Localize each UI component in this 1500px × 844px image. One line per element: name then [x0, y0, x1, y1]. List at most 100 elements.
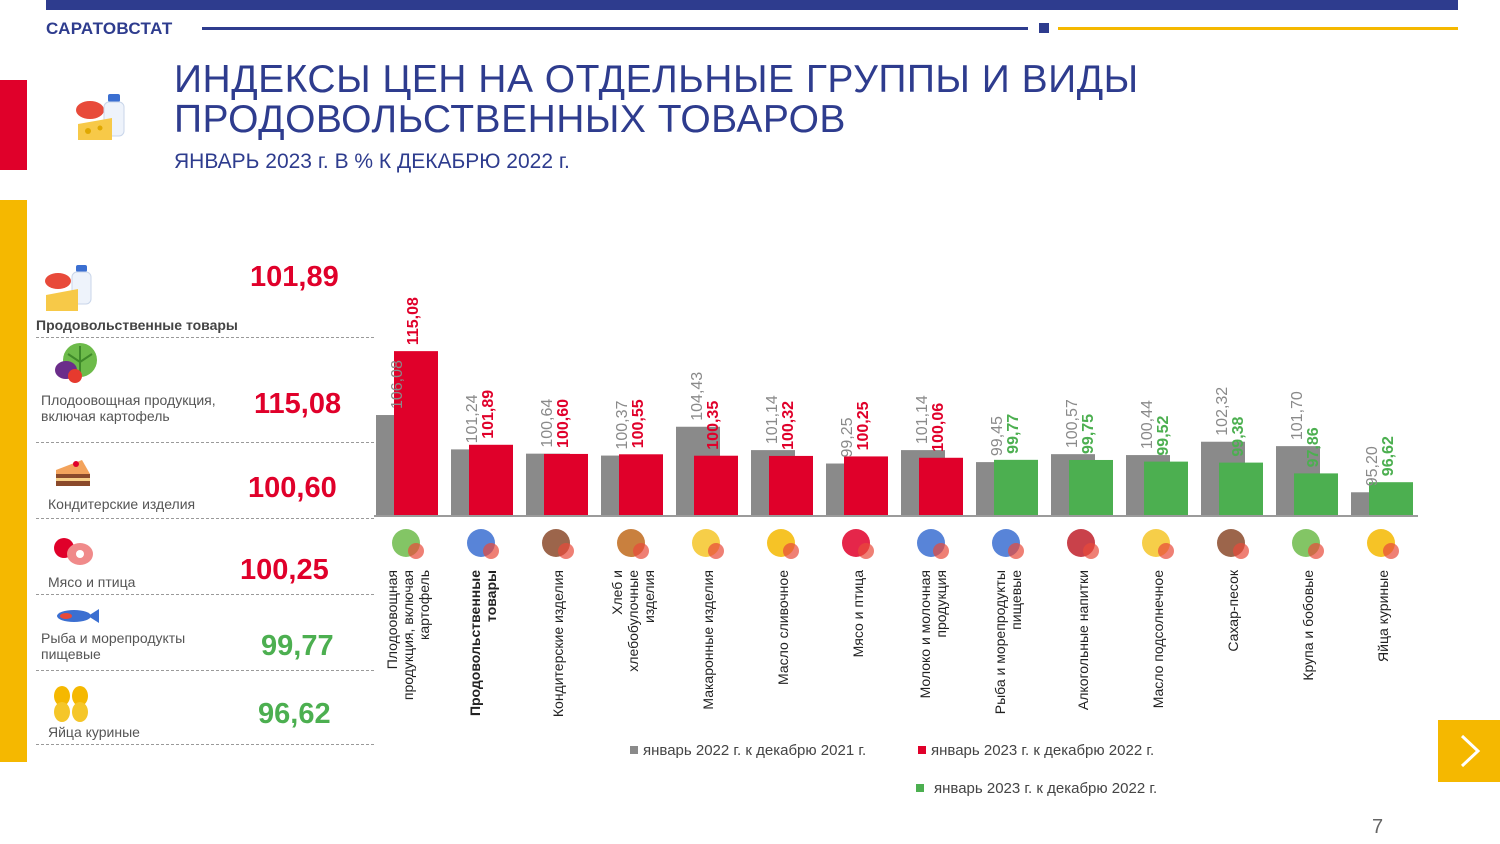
vegetables-icon	[55, 343, 97, 383]
panel-label: Мясо и птица	[48, 574, 136, 590]
oil-icon	[1142, 529, 1174, 559]
data-label-2022: 101,70	[1289, 391, 1306, 440]
milk-icon	[917, 529, 949, 559]
data-label-2023: 97,86	[1305, 427, 1322, 467]
category-label: Рыба и морепродукты пищевые	[992, 570, 1024, 714]
legend-item-2022: январь 2022 г. к декабрю 2021 г.	[630, 742, 866, 759]
category-label-line: продукция, включая	[400, 570, 416, 700]
data-label-2022: 100,57	[1064, 399, 1081, 448]
eggs-icon	[1367, 529, 1399, 559]
data-label-2022: 104,43	[689, 372, 706, 421]
data-label-2023: 101,89	[480, 390, 497, 439]
category-label: Макаронные изделия	[700, 570, 716, 710]
fish-icon	[57, 609, 99, 623]
data-label-2023: 100,60	[555, 399, 572, 448]
category-label-line: пищевые	[1008, 570, 1024, 630]
beans-icon	[1292, 529, 1324, 559]
sugar-icon	[1217, 529, 1249, 559]
legend-label: январь 2022 г. к декабрю 2021 г.	[643, 742, 867, 759]
panel-value: 115,08	[254, 388, 342, 420]
category-label: Хлеб и хлебобулочные изделия	[609, 570, 657, 672]
panel-value: 100,25	[240, 554, 329, 586]
top-accent-bar	[46, 0, 1458, 10]
category-label: Плодоовощная продукция, включая картофель	[384, 570, 432, 700]
category-label-line: Яйца куриные	[1375, 570, 1391, 662]
data-label-2023: 100,55	[630, 399, 647, 448]
category-label: Крупа и бобовые	[1300, 570, 1316, 681]
meat-icon	[54, 538, 93, 565]
data-label-2022: 100,64	[539, 399, 556, 448]
panel-label: Яйца куриные	[48, 724, 140, 740]
data-label-2023: 99,38	[1230, 416, 1247, 456]
category-label-line: Сахар-песок	[1225, 569, 1241, 651]
category-label-line: картофель	[416, 570, 432, 640]
next-slide-button[interactable]	[1438, 720, 1500, 782]
page-number: 7	[1372, 816, 1384, 838]
bar-2023	[994, 459, 1038, 515]
side-accent-yellow	[0, 200, 27, 762]
fish-icon	[992, 529, 1024, 559]
butter-icon	[767, 529, 799, 559]
panel-divider	[36, 337, 374, 338]
panel-value: 100,60	[248, 472, 337, 504]
legend-label: январь 2023 г. к декабрю 2022 г.	[934, 780, 1158, 797]
chevron-right-icon	[1460, 734, 1481, 768]
data-label-2023: 100,35	[705, 401, 722, 450]
cake-icon	[56, 460, 90, 486]
bar-2023	[619, 454, 663, 515]
bar-2023	[1369, 482, 1413, 515]
category-label-line: товары	[483, 570, 499, 622]
panel-divider	[36, 442, 374, 443]
bar-2023	[769, 455, 813, 515]
category-label: Масло подсолнечное	[1150, 570, 1166, 709]
category-label-line: Плодоовощная	[384, 570, 400, 669]
category-label-line: Крупа и бобовые	[1300, 570, 1316, 681]
vegetables-icon	[392, 529, 424, 559]
header-divider-blue	[202, 27, 1028, 30]
legend-swatch	[916, 784, 924, 792]
panel-item-vegetables: Плодоовощная продукция, включая картофел…	[36, 340, 374, 443]
data-label-2023: 99,75	[1080, 414, 1097, 454]
bar-2023	[919, 457, 963, 515]
category-label-line: хлебобулочные	[625, 570, 641, 672]
data-label-2022: 99,45	[989, 416, 1006, 456]
category-label-line: Рыба и морепродукты	[992, 570, 1008, 714]
data-label-2022: 99,25	[839, 417, 856, 457]
category-label: Продовольственные товары	[467, 570, 499, 716]
category-label-line: Кондитерские изделия	[550, 570, 566, 717]
panel-divider	[36, 518, 374, 519]
data-label-2022: 106,08	[389, 360, 406, 409]
category-label-line: продукция	[933, 570, 949, 638]
data-label-2023: 99,52	[1155, 415, 1172, 455]
bar-2023	[394, 351, 438, 515]
category-label-line: изделия	[641, 570, 657, 623]
category-label: Мясо и птица	[850, 570, 866, 658]
data-label-2022: 95,20	[1364, 446, 1381, 486]
page-title: ИНДЕКСЫ ЦЕН НА ОТДЕЛЬНЫЕ ГРУППЫ И ВИДЫ П…	[174, 60, 1274, 140]
page-subtitle: ЯНВАРЬ 2023 г. В % К ДЕКАБРЮ 2022 г.	[174, 150, 570, 173]
panel-label: Кондитерские изделия	[48, 496, 196, 512]
legend-label: январь 2023 г. к декабрю 2022 г.	[931, 742, 1155, 759]
category-label-line: Продовольственные	[467, 570, 483, 716]
bar-2023	[694, 455, 738, 515]
panel-divider	[36, 744, 374, 745]
category-label-line: Масло сливочное	[775, 570, 791, 685]
legend-swatch	[630, 746, 638, 754]
bar-2023	[544, 453, 588, 515]
legend-item-2023-decrease: январь 2023 г. к декабрю 2022 г.	[916, 780, 1157, 797]
category-label-line: Молоко и молочная	[917, 570, 933, 698]
panel-item-confectionery: Кондитерские изделия 100,60	[36, 452, 374, 520]
data-label-2023: 100,25	[855, 401, 872, 450]
legend-item-2023-increase: январь 2023 г. к декабрю 2022 г.	[918, 742, 1154, 759]
grocery-icon	[76, 94, 125, 140]
data-label-2022: 101,14	[764, 395, 781, 444]
panel-item-fish: Рыба и морепродукты пищевые 99,77	[36, 604, 374, 671]
cake-icon	[542, 529, 574, 559]
panel-value: 101,89	[250, 261, 339, 293]
category-label: Яйца куриные	[1375, 570, 1391, 662]
category-label-line: Масло подсолнечное	[1150, 570, 1166, 709]
category-label-line: Макаронные изделия	[700, 570, 716, 710]
category-label: Алкогольные напитки	[1075, 570, 1091, 710]
data-label-2023: 115,08	[405, 297, 422, 345]
category-label-line: Алкогольные напитки	[1075, 570, 1091, 710]
